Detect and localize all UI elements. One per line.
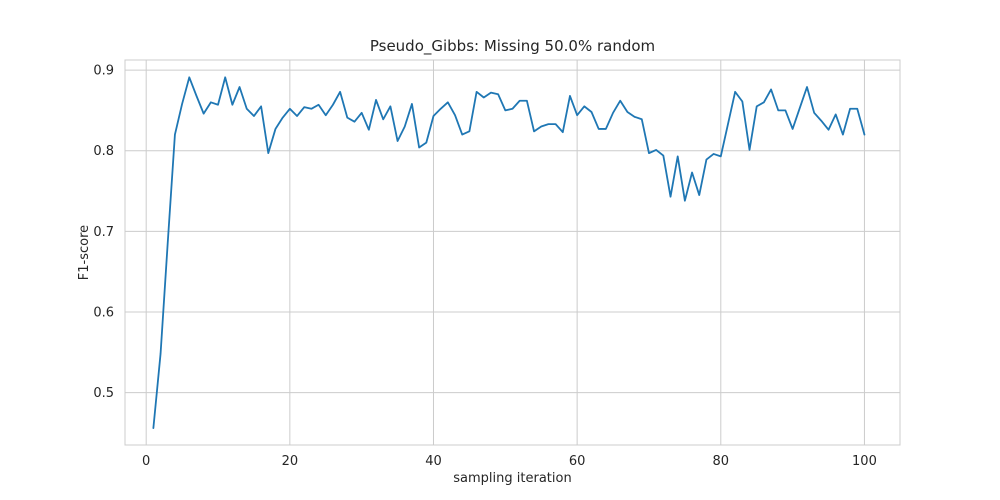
series-layer (152, 76, 866, 429)
y-tick-label: 0.7 (93, 225, 114, 240)
x-axis-ticks: 0 20 40 60 80 100 (142, 454, 877, 469)
x-tick-label: 20 (282, 454, 299, 469)
x-axis-label: sampling iteration (453, 471, 571, 486)
x-tick-label: 0 (142, 454, 150, 469)
y-tick-label: 0.8 (93, 144, 114, 159)
y-tick-label: 0.5 (93, 386, 114, 401)
grid (125, 60, 900, 445)
y-tick-label: 0.6 (93, 305, 114, 320)
y-tick-label: 0.9 (93, 64, 114, 79)
x-tick-label: 80 (713, 454, 730, 469)
chart-title: Pseudo_Gibbs: Missing 50.0% random (370, 37, 655, 56)
x-tick-label: 60 (569, 454, 586, 469)
y-axis-label: F1-score (77, 225, 92, 280)
plot-frame (124, 59, 901, 446)
series-line (152, 76, 866, 429)
x-tick-label: 100 (852, 454, 877, 469)
y-axis-ticks: 0.5 0.6 0.7 0.8 0.9 (93, 64, 114, 402)
x-tick-label: 40 (425, 454, 442, 469)
